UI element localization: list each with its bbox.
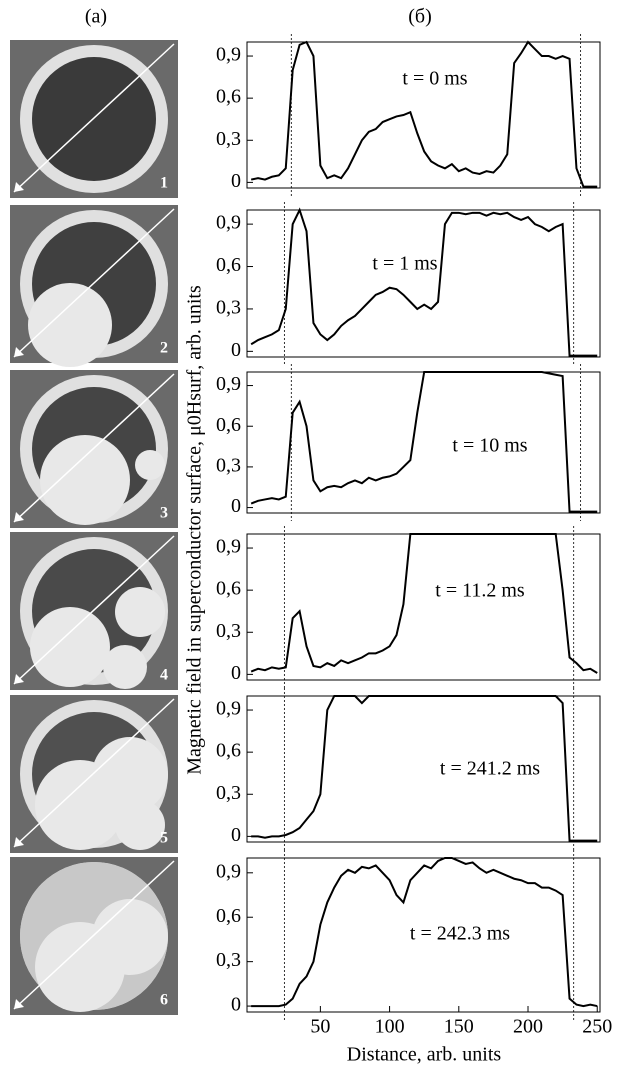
y-tick-label: 0,6 (216, 254, 241, 276)
scan-line (13, 373, 175, 523)
y-tick-label: 0,6 (216, 86, 241, 108)
flux-region (92, 737, 168, 813)
plot-frame (246, 209, 601, 358)
plot-frame (246, 857, 601, 1013)
scan-line (13, 43, 175, 193)
x-tick-label: 150 (444, 1016, 474, 1038)
flux-region (115, 800, 165, 850)
y-tick-label: 0,3 (216, 949, 241, 971)
panel-label: (a) (85, 6, 107, 28)
data-line (250, 40, 598, 188)
flux-region (135, 450, 165, 480)
y-tick-label: 0 (231, 662, 241, 684)
x-tick-label: 200 (513, 1016, 543, 1038)
time-annotation: t = 1 ms (372, 253, 437, 275)
y-tick-label: 0 (231, 824, 241, 846)
scan-line (13, 208, 175, 358)
y-tick-label: 0,3 (216, 782, 241, 804)
image-number: 6 (160, 992, 168, 1009)
panel-label: (б) (408, 6, 432, 28)
flux-region (115, 587, 165, 637)
scan-arrow (14, 837, 24, 847)
plot-frame (246, 695, 601, 843)
time-annotation: t = 0 ms (402, 68, 467, 90)
y-tick-label: 0,9 (216, 212, 241, 234)
y-tick-label: 0 (231, 994, 241, 1016)
scan-arrow (14, 999, 24, 1009)
y-tick-label: 0,9 (216, 44, 241, 66)
y-tick-label: 0,9 (216, 373, 241, 395)
image-number: 4 (160, 667, 168, 684)
y-tick-label: 0,9 (216, 698, 241, 720)
image-number: 1 (160, 175, 168, 192)
y-tick-label: 0,9 (216, 536, 241, 558)
y-tick-label: 0,6 (216, 905, 241, 927)
x-tick-label: 100 (375, 1016, 405, 1038)
y-tick-label: 0 (231, 339, 241, 361)
y-tick-label: 0 (231, 170, 241, 192)
y-tick-label: 0,6 (216, 414, 241, 436)
flux-region (40, 435, 130, 525)
data-line (250, 371, 598, 513)
time-annotation: t = 241.2 ms (440, 758, 540, 780)
x-axis-label: Distance, arb. units (347, 1044, 502, 1066)
image-number: 3 (160, 505, 168, 522)
time-annotation: t = 10 ms (452, 435, 527, 457)
data-line (251, 857, 598, 1008)
scan-arrow (14, 347, 24, 357)
plot-frame (246, 41, 601, 189)
flux-region (103, 645, 147, 689)
flux-region (28, 283, 112, 367)
plot-frame (246, 371, 601, 514)
data-line (250, 533, 598, 674)
y-tick-label: 0,6 (216, 740, 241, 762)
flux-region (30, 607, 110, 687)
scan-arrow (14, 182, 24, 192)
plot-frame (246, 533, 601, 681)
scan-arrow (14, 674, 24, 684)
image-number: 5 (160, 830, 168, 847)
image-number: 2 (160, 340, 168, 357)
scan-line (13, 535, 175, 685)
y-axis-label: Magnetic field in superconductor surface… (184, 285, 206, 775)
x-tick-label: 250 (582, 1016, 612, 1038)
y-tick-label: 0,3 (216, 297, 241, 319)
y-tick-label: 0 (231, 495, 241, 517)
data-line (251, 695, 598, 842)
y-tick-label: 0,3 (216, 620, 241, 642)
y-tick-label: 0,3 (216, 454, 241, 476)
y-tick-label: 0,3 (216, 128, 241, 150)
scan-line (13, 698, 175, 848)
time-annotation: t = 242.3 ms (410, 923, 510, 945)
data-line (250, 207, 598, 357)
y-tick-label: 0,9 (216, 860, 241, 882)
y-tick-label: 0,6 (216, 578, 241, 600)
scan-line (13, 860, 175, 1010)
time-annotation: t = 11.2 ms (435, 580, 525, 602)
flux-region (92, 899, 168, 975)
scan-arrow (14, 512, 24, 522)
x-tick-label: 50 (310, 1016, 330, 1038)
